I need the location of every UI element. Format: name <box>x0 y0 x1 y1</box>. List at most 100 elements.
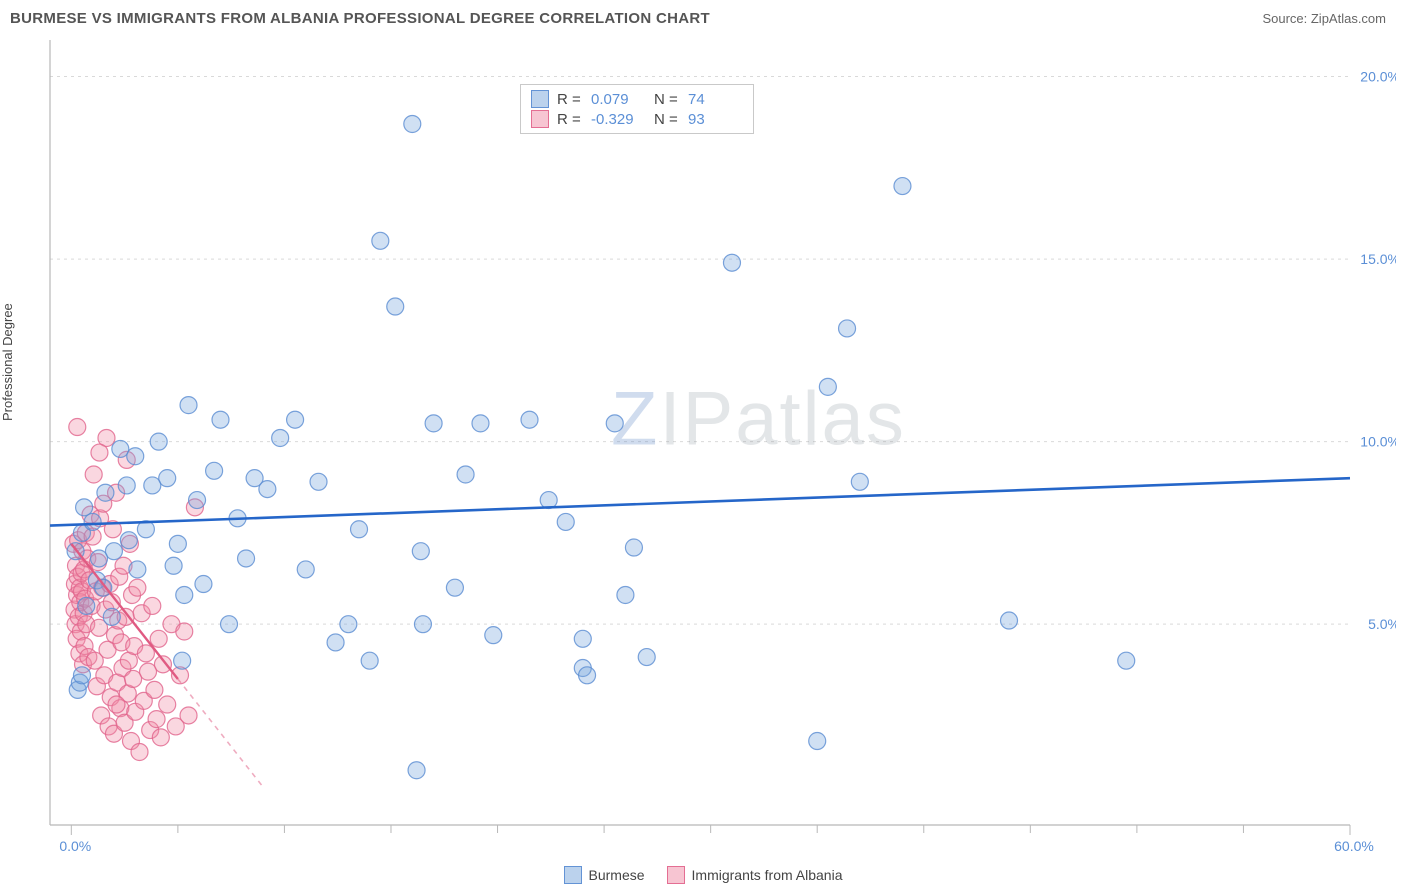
data-point-burmese <box>165 557 182 574</box>
data-point-albania <box>108 696 125 713</box>
data-point-burmese <box>617 586 634 603</box>
trend-line-burmese <box>50 478 1350 525</box>
data-point-burmese <box>120 532 137 549</box>
legend-label: Burmese <box>589 867 645 883</box>
y-axis-label: Professional Degree <box>0 303 15 421</box>
data-point-burmese <box>894 178 911 195</box>
data-point-albania <box>129 579 146 596</box>
r-label: R = <box>557 91 583 108</box>
data-point-albania <box>91 444 108 461</box>
legend-item: Burmese <box>564 866 645 884</box>
data-point-burmese <box>723 254 740 271</box>
data-point-burmese <box>361 652 378 669</box>
data-point-burmese <box>819 378 836 395</box>
data-point-burmese <box>169 535 186 552</box>
series-legend: Burmese Immigrants from Albania <box>10 866 1396 884</box>
data-point-burmese <box>408 762 425 779</box>
data-point-burmese <box>851 473 868 490</box>
data-point-burmese <box>150 433 167 450</box>
data-point-burmese <box>297 561 314 578</box>
data-point-burmese <box>238 550 255 567</box>
data-point-albania <box>146 681 163 698</box>
scatter-chart: 5.0%10.0%15.0%20.0%0.0%60.0% <box>10 40 1396 880</box>
r-label: R = <box>557 111 583 128</box>
data-point-burmese <box>1001 612 1018 629</box>
data-point-burmese <box>606 415 623 432</box>
data-point-burmese <box>180 397 197 414</box>
data-point-burmese <box>221 616 238 633</box>
data-point-burmese <box>521 411 538 428</box>
xtick-label: 0.0% <box>59 838 91 854</box>
data-point-burmese <box>174 652 191 669</box>
data-point-albania <box>85 466 102 483</box>
data-point-burmese <box>118 477 135 494</box>
data-point-albania <box>159 696 176 713</box>
data-point-burmese <box>97 484 114 501</box>
ytick-label: 15.0% <box>1360 251 1396 267</box>
data-point-burmese <box>839 320 856 337</box>
data-point-burmese <box>404 115 421 132</box>
data-point-albania <box>144 597 161 614</box>
legend-row: R = -0.329 N = 93 <box>531 109 743 129</box>
n-value: 74 <box>688 91 743 108</box>
data-point-burmese <box>340 616 357 633</box>
source-prefix: Source: <box>1262 11 1310 26</box>
correlation-legend: R = 0.079 N = 74 R = -0.329 N = 93 <box>520 84 754 134</box>
data-point-burmese <box>195 576 212 593</box>
data-point-burmese <box>809 733 826 750</box>
data-point-burmese <box>485 627 502 644</box>
legend-swatch-pink <box>531 110 549 128</box>
data-point-burmese <box>625 539 642 556</box>
ytick-label: 20.0% <box>1360 69 1396 85</box>
data-point-burmese <box>73 667 90 684</box>
n-label: N = <box>654 91 680 108</box>
data-point-burmese <box>351 521 368 538</box>
data-point-burmese <box>91 550 108 567</box>
legend-swatch-blue <box>564 866 582 884</box>
data-point-albania <box>150 630 167 647</box>
data-point-burmese <box>176 586 193 603</box>
data-point-burmese <box>446 579 463 596</box>
data-point-albania <box>69 419 86 436</box>
data-point-burmese <box>76 499 93 516</box>
data-point-burmese <box>127 448 144 465</box>
ytick-label: 5.0% <box>1368 616 1396 632</box>
data-point-burmese <box>287 411 304 428</box>
xtick-label: 60.0% <box>1334 838 1374 854</box>
data-point-burmese <box>414 616 431 633</box>
data-point-albania <box>152 729 169 746</box>
chart-container: Professional Degree 5.0%10.0%15.0%20.0%0… <box>10 40 1396 882</box>
n-label: N = <box>654 111 680 128</box>
n-value: 93 <box>688 111 743 128</box>
data-point-burmese <box>425 415 442 432</box>
source-attribution: Source: ZipAtlas.com <box>1262 11 1386 26</box>
legend-row: R = 0.079 N = 74 <box>531 89 743 109</box>
data-point-burmese <box>159 470 176 487</box>
trend-line-albania-extrapolated <box>178 679 263 787</box>
data-point-burmese <box>259 481 276 498</box>
source-name: ZipAtlas.com <box>1311 11 1386 26</box>
data-point-albania <box>148 711 165 728</box>
data-point-burmese <box>557 513 574 530</box>
legend-item: Immigrants from Albania <box>667 866 843 884</box>
data-point-burmese <box>310 473 327 490</box>
data-point-burmese <box>129 561 146 578</box>
data-point-burmese <box>78 597 95 614</box>
data-point-burmese <box>189 492 206 509</box>
data-point-albania <box>180 707 197 724</box>
data-point-burmese <box>1118 652 1135 669</box>
legend-swatch-pink <box>667 866 685 884</box>
data-point-burmese <box>579 667 596 684</box>
data-point-burmese <box>472 415 489 432</box>
data-point-burmese <box>212 411 229 428</box>
data-point-albania <box>176 623 193 640</box>
data-point-burmese <box>412 543 429 560</box>
legend-label: Immigrants from Albania <box>692 867 843 883</box>
chart-title: BURMESE VS IMMIGRANTS FROM ALBANIA PROFE… <box>10 10 710 27</box>
data-point-burmese <box>372 232 389 249</box>
chart-header: BURMESE VS IMMIGRANTS FROM ALBANIA PROFE… <box>0 0 1406 33</box>
data-point-burmese <box>638 649 655 666</box>
data-point-burmese <box>457 466 474 483</box>
data-point-burmese <box>574 630 591 647</box>
data-point-burmese <box>103 608 120 625</box>
